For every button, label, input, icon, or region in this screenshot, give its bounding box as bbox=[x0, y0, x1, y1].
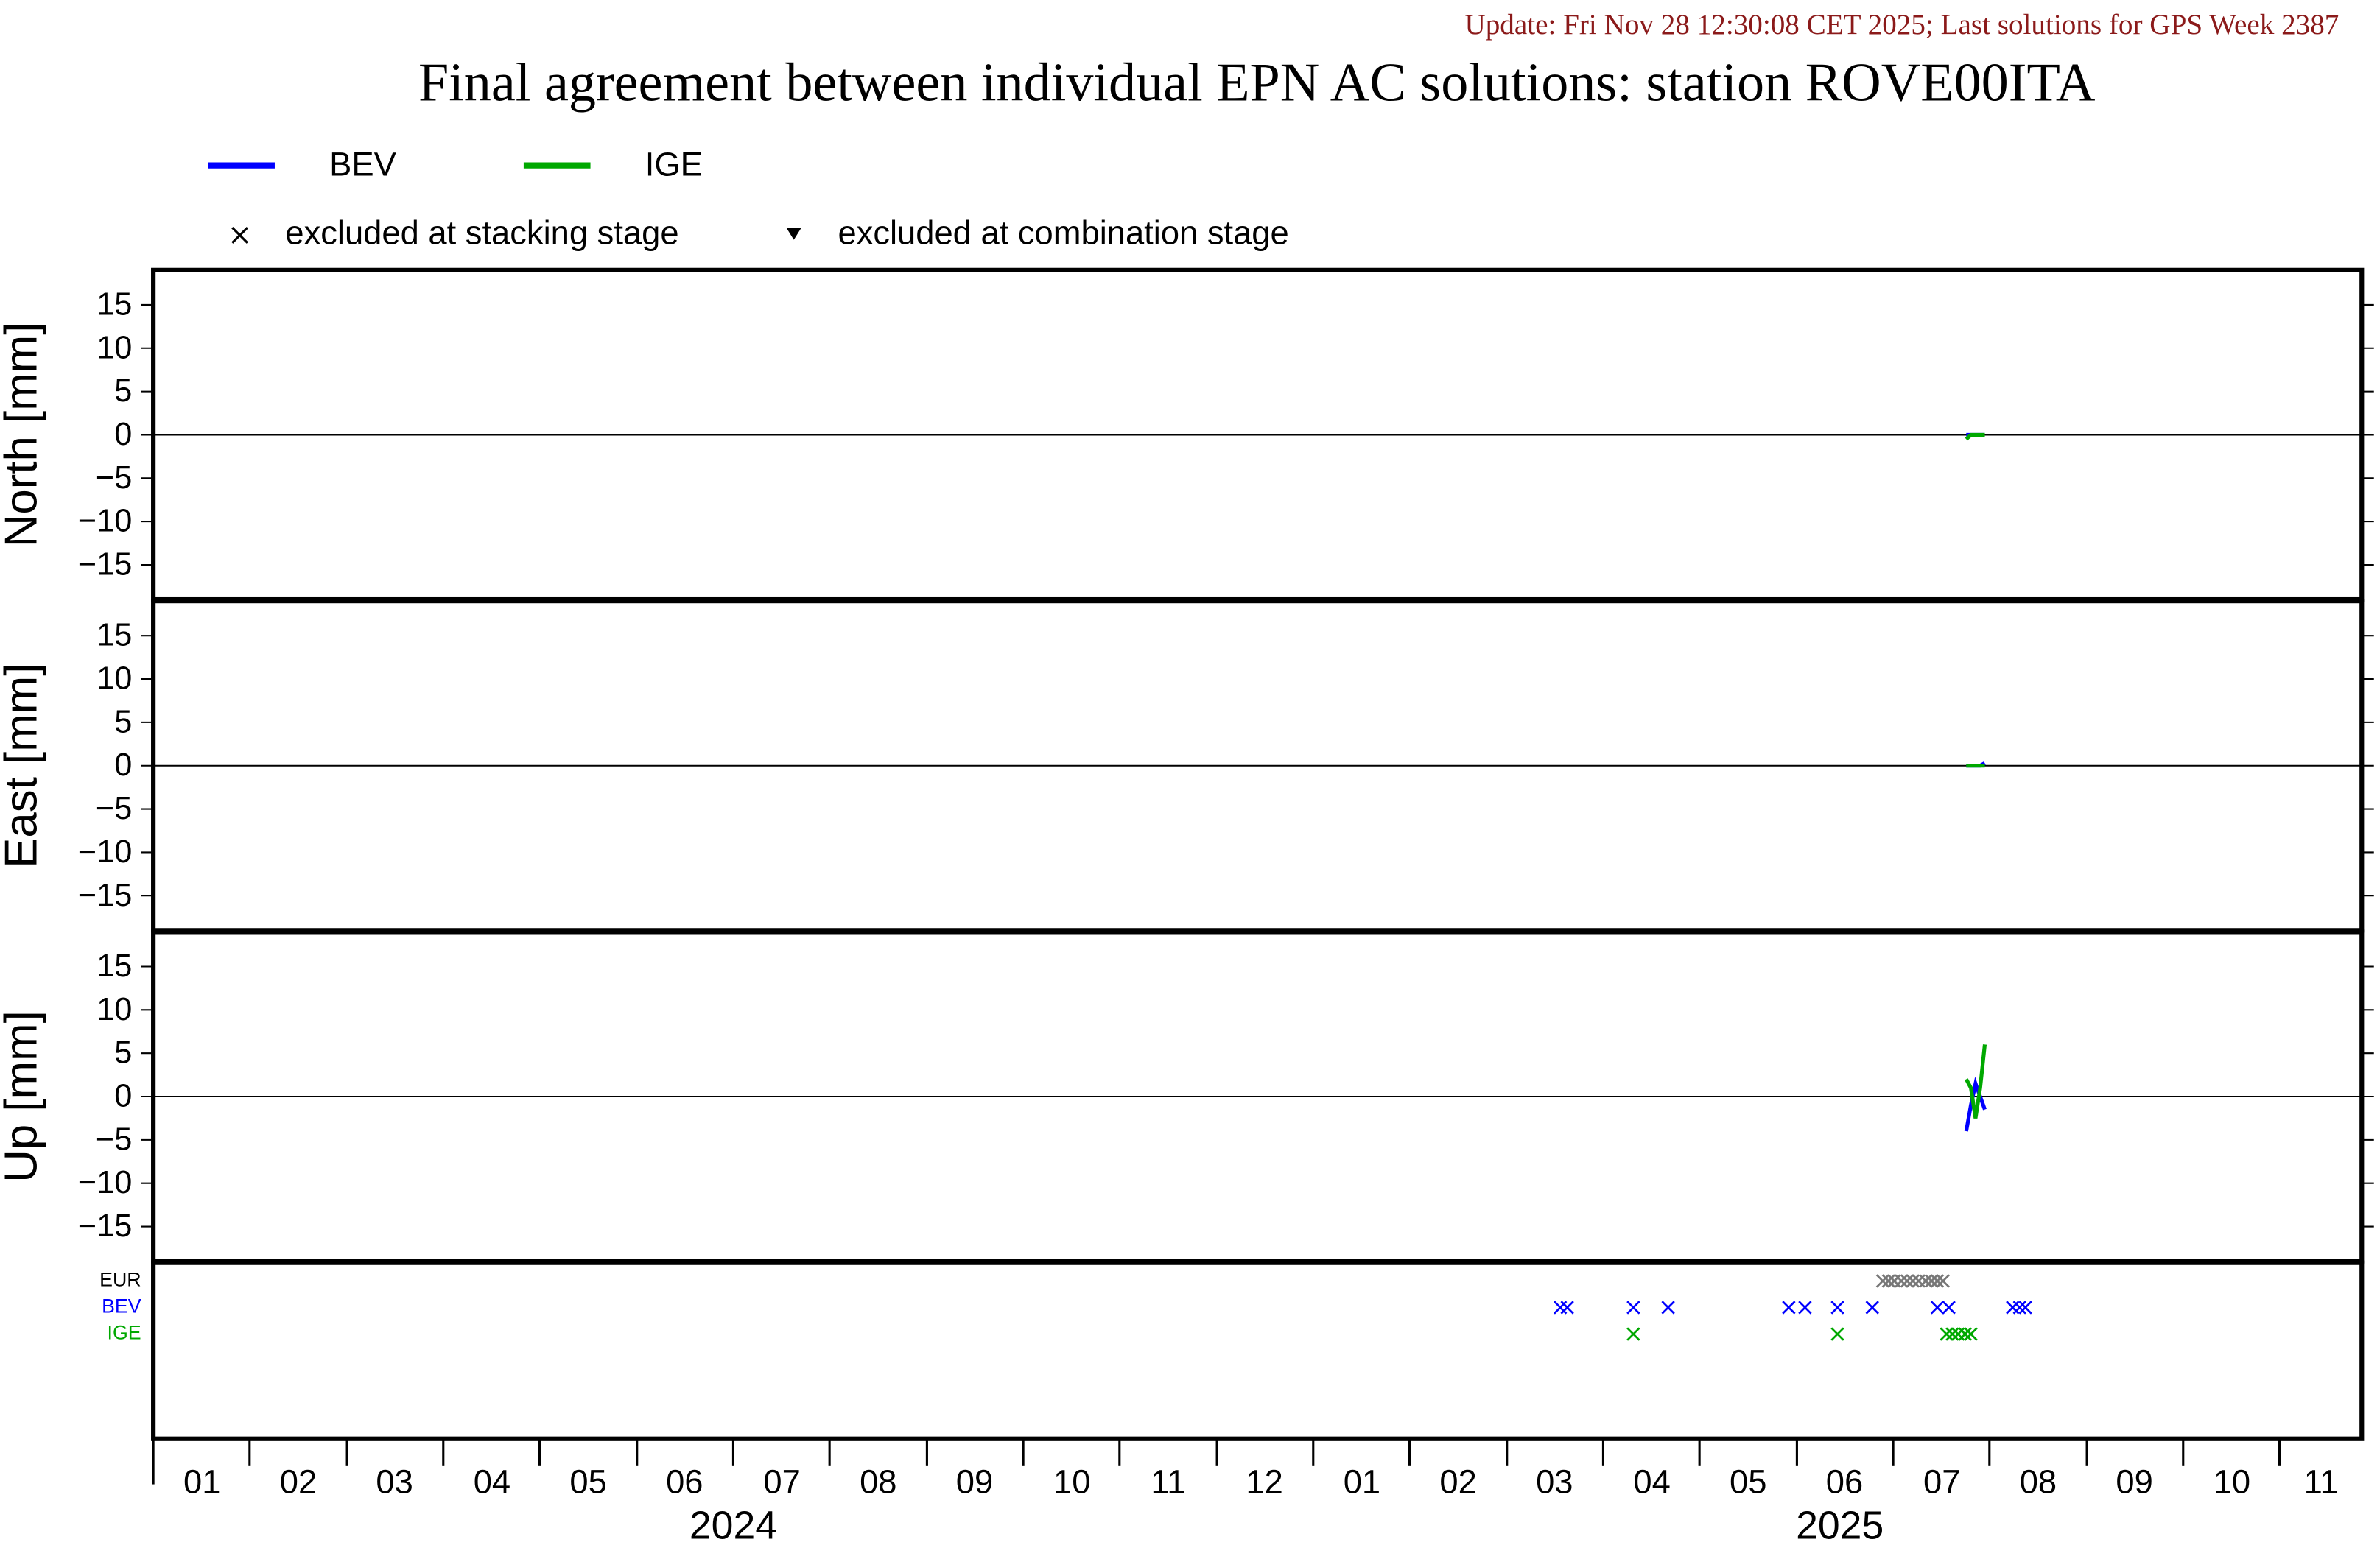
x-year-label: 2024 bbox=[689, 1504, 777, 1545]
y-tick-label: −15 bbox=[78, 546, 132, 582]
exclusion-cross bbox=[1924, 1274, 1939, 1288]
exclusion-cross bbox=[1830, 1301, 1844, 1315]
exclusion-cross bbox=[1894, 1274, 1909, 1288]
y-tick-label: −10 bbox=[78, 834, 132, 870]
exclusion-cross bbox=[1964, 1327, 1978, 1341]
y-tick-label: −15 bbox=[78, 878, 132, 913]
x-tick-label: 01 bbox=[1344, 1463, 1380, 1501]
exclusion-cross bbox=[1930, 1274, 1945, 1288]
x-tick-label: 09 bbox=[956, 1463, 993, 1501]
exclusion-cross bbox=[1798, 1301, 1812, 1315]
x-tick-label: 08 bbox=[2020, 1463, 2057, 1501]
x-tick-label: 10 bbox=[1053, 1463, 1090, 1501]
legend-marker-label: excluded at stacking stage bbox=[285, 214, 678, 251]
exclusion-cross bbox=[1919, 1274, 1933, 1288]
y-tick-label: 15 bbox=[96, 618, 132, 653]
exclusion-cross bbox=[1940, 1327, 1954, 1341]
legend-label: BEV bbox=[329, 146, 396, 183]
y-tick-label: 0 bbox=[114, 1078, 132, 1113]
legend-marker-label: excluded at combination stage bbox=[838, 214, 1288, 251]
y-tick-label: −15 bbox=[78, 1208, 132, 1244]
x-tick-label: 02 bbox=[280, 1463, 317, 1501]
y-tick-label: 10 bbox=[96, 330, 132, 365]
exclusion-cross bbox=[2018, 1301, 2032, 1315]
x-tick-label: 02 bbox=[1439, 1463, 1476, 1501]
y-axis-label: North [mm] bbox=[0, 323, 46, 548]
exclusion-cross bbox=[1865, 1301, 1879, 1315]
legend-cross-symbol bbox=[231, 227, 248, 244]
exclusion-cross bbox=[1958, 1327, 1972, 1341]
x-tick-label: 08 bbox=[860, 1463, 896, 1501]
exclusion-row-label: BEV bbox=[102, 1295, 141, 1317]
y-tick-label: 10 bbox=[96, 992, 132, 1027]
x-tick-label: 05 bbox=[569, 1463, 606, 1501]
y-tick-label: 10 bbox=[96, 661, 132, 697]
exclusion-cross bbox=[1553, 1301, 1568, 1315]
exclusion-cross bbox=[1906, 1274, 1920, 1288]
exclusion-cross bbox=[1626, 1327, 1640, 1341]
y-tick-label: −5 bbox=[96, 460, 132, 496]
exclusion-cross bbox=[1560, 1301, 1574, 1315]
y-tick-label: 5 bbox=[114, 1035, 132, 1071]
y-tick-label: −10 bbox=[78, 1165, 132, 1200]
y-tick-label: 0 bbox=[114, 417, 132, 452]
series-line bbox=[1964, 1076, 1987, 1132]
series-line bbox=[1965, 432, 1985, 441]
legend-triangle-symbol bbox=[786, 228, 801, 240]
x-year-label: 2025 bbox=[1796, 1504, 1884, 1545]
exclusion-cross bbox=[1887, 1274, 1901, 1288]
exclusion-cross bbox=[1881, 1274, 1895, 1288]
y-axis-label: East [mm] bbox=[0, 664, 46, 868]
y-tick-label: 15 bbox=[96, 949, 132, 984]
exclusion-cross bbox=[1936, 1274, 1951, 1288]
x-tick-label: 01 bbox=[183, 1463, 220, 1501]
y-axis-label: Up [mm] bbox=[0, 1010, 46, 1183]
x-tick-label: 09 bbox=[2116, 1463, 2152, 1501]
x-tick-label: 05 bbox=[1730, 1463, 1766, 1501]
x-tick-label: 11 bbox=[2304, 1463, 2339, 1501]
exclusion-cross bbox=[1830, 1327, 1844, 1341]
exclusion-cross bbox=[1942, 1301, 1956, 1315]
exclusion-cross bbox=[1900, 1274, 1914, 1288]
x-tick-label: 03 bbox=[1536, 1463, 1573, 1501]
x-tick-label: 04 bbox=[1633, 1463, 1670, 1501]
x-tick-label: 10 bbox=[2214, 1463, 2250, 1501]
x-tick-label: 03 bbox=[376, 1463, 413, 1501]
y-tick-label: 5 bbox=[114, 704, 132, 739]
panel-frame bbox=[151, 1260, 2365, 1441]
exclusion-cross bbox=[1912, 1274, 1926, 1288]
exclusion-cross bbox=[1945, 1327, 1959, 1341]
exclusion-cross bbox=[1782, 1301, 1796, 1315]
y-tick-label: 15 bbox=[96, 286, 132, 322]
x-tick-label: 04 bbox=[474, 1463, 510, 1501]
exclusion-cross bbox=[1951, 1327, 1965, 1341]
x-tick-label: 11 bbox=[1151, 1463, 1185, 1501]
x-tick-label: 07 bbox=[1923, 1463, 1960, 1501]
exclusion-cross bbox=[1930, 1301, 1945, 1315]
exclusion-cross bbox=[1626, 1301, 1640, 1315]
y-tick-label: −5 bbox=[96, 791, 132, 826]
x-tick-label: 12 bbox=[1246, 1463, 1282, 1501]
y-tick-label: 0 bbox=[114, 747, 132, 783]
x-tick-label: 06 bbox=[1826, 1463, 1863, 1501]
x-tick-label: 06 bbox=[666, 1463, 703, 1501]
exclusion-row-label: IGE bbox=[108, 1322, 141, 1344]
y-tick-label: −5 bbox=[96, 1122, 132, 1157]
exclusion-cross bbox=[1661, 1301, 1675, 1315]
chart-title: Final agreement between individual EPN A… bbox=[418, 53, 2096, 113]
exclusion-row-label: EUR bbox=[99, 1268, 141, 1290]
exclusion-cross bbox=[2006, 1301, 2020, 1315]
series-line bbox=[1965, 1044, 1987, 1119]
x-tick-label: 07 bbox=[763, 1463, 800, 1501]
update-text: Update: Fri Nov 28 12:30:08 CET 2025; La… bbox=[1464, 9, 2339, 41]
y-tick-label: 5 bbox=[114, 373, 132, 409]
y-tick-label: −10 bbox=[78, 504, 132, 539]
legend-label: IGE bbox=[645, 146, 703, 183]
exclusion-cross bbox=[2012, 1301, 2026, 1315]
exclusion-cross bbox=[1875, 1274, 1890, 1288]
